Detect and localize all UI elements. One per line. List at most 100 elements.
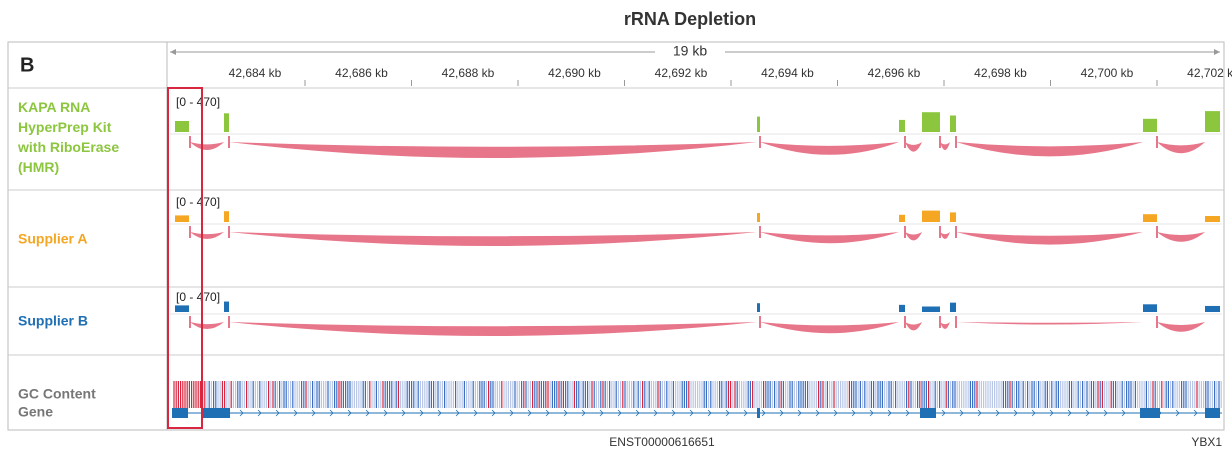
gene-strand	[563, 409, 568, 417]
gene-strand	[293, 409, 298, 417]
coverage	[175, 121, 189, 132]
track-label: KAPA RNA HyperPrep Kit with RiboErase (HMR)	[17, 99, 119, 175]
coverage	[950, 212, 956, 222]
coverage	[950, 115, 956, 132]
junction-arc	[905, 142, 922, 152]
title: rRNA Depletion	[624, 9, 756, 29]
gene-strand	[707, 409, 712, 417]
gene-strand	[1175, 409, 1180, 417]
coverage	[1205, 305, 1220, 312]
junction-arc	[760, 142, 899, 155]
gene-strand	[1031, 409, 1036, 417]
junction-arc	[905, 232, 922, 241]
coverage	[922, 306, 940, 312]
junction-arc	[905, 322, 922, 331]
gene-strand	[941, 409, 946, 417]
gene-strand	[671, 409, 676, 417]
gene-strand	[383, 409, 388, 417]
junction-arc	[760, 232, 899, 244]
track-label: Supplier B	[18, 313, 88, 329]
gene-strand	[761, 409, 766, 417]
ruler-label: 42,694 kb	[761, 66, 814, 80]
gene-strand	[419, 409, 424, 417]
coverage	[757, 213, 760, 222]
track-label: Supplier A	[18, 231, 88, 247]
gene-strand	[329, 409, 334, 417]
coverage	[1205, 111, 1220, 132]
junction-arc	[956, 142, 1143, 157]
gene-exon	[757, 408, 760, 418]
gene-strand	[1085, 409, 1090, 417]
frame	[7, 41, 1225, 431]
coverage	[1143, 304, 1157, 312]
ruler-label: 42,684 kb	[229, 66, 282, 80]
junction-arc	[1157, 322, 1205, 332]
gene-strand	[581, 409, 586, 417]
gene-label: Gene	[18, 404, 53, 420]
gene-strand	[275, 409, 280, 417]
ruler-label: 42,688 kb	[442, 66, 495, 80]
gene-exon	[172, 408, 188, 418]
gene-strand	[1049, 409, 1054, 417]
gene-strand	[545, 409, 550, 417]
junction-arc	[956, 232, 1143, 245]
coverage	[922, 112, 940, 132]
coverage	[922, 210, 940, 222]
range-label: [0 - 470]	[176, 290, 220, 304]
panel-label: B	[20, 54, 34, 76]
coverage	[1143, 214, 1157, 222]
junction-arc	[1157, 232, 1205, 242]
gene-strand	[1067, 409, 1072, 417]
gene-strand	[311, 409, 316, 417]
gene-strand	[599, 409, 604, 417]
gene-strand	[797, 409, 802, 417]
gene-strand	[725, 409, 730, 417]
transcript-label: ENST00000616651	[609, 435, 715, 449]
junction-arc	[190, 232, 224, 239]
ruler-label: 42,686 kb	[335, 66, 388, 80]
gene-symbol: YBX1	[1191, 435, 1222, 449]
gene-strand	[833, 409, 838, 417]
junction-arc	[940, 322, 950, 329]
coverage	[175, 215, 189, 222]
gene-strand	[401, 409, 406, 417]
coverage	[224, 211, 229, 222]
gene-strand	[905, 409, 910, 417]
gene-strand	[347, 409, 352, 417]
gene-strand	[1121, 409, 1126, 417]
gene-strand	[1103, 409, 1108, 417]
gene-strand	[977, 409, 982, 417]
gene-strand	[473, 409, 478, 417]
gene-exon	[1140, 408, 1160, 418]
coverage	[899, 119, 905, 132]
junction-arc	[190, 322, 224, 329]
ruler-label: 42,698 kb	[974, 66, 1027, 80]
gene-strand	[1139, 409, 1144, 417]
gene-strand	[1013, 409, 1018, 417]
gene-strand	[491, 409, 496, 417]
gene-strand	[995, 409, 1000, 417]
gene-strand	[743, 409, 748, 417]
gene-strand	[257, 409, 262, 417]
coverage	[757, 116, 760, 132]
gene-strand	[527, 409, 532, 417]
gene-exon	[920, 408, 936, 418]
gene-strand	[851, 409, 856, 417]
ruler-label: 42,702 kb	[1187, 66, 1232, 80]
gene-strand	[239, 409, 244, 417]
gene-strand	[455, 409, 460, 417]
junction-arc	[760, 322, 899, 334]
gene-strand	[869, 409, 874, 417]
range-label: [0 - 470]	[176, 195, 220, 209]
coverage	[757, 303, 760, 312]
junction-arc	[190, 142, 224, 150]
coverage	[224, 301, 229, 312]
gene-exon	[202, 408, 230, 418]
gene-exon	[1205, 408, 1220, 418]
coverage	[899, 304, 905, 312]
gene-strand	[365, 409, 370, 417]
gene-strand	[923, 409, 928, 417]
coverage	[224, 113, 229, 132]
gene-strand	[635, 409, 640, 417]
